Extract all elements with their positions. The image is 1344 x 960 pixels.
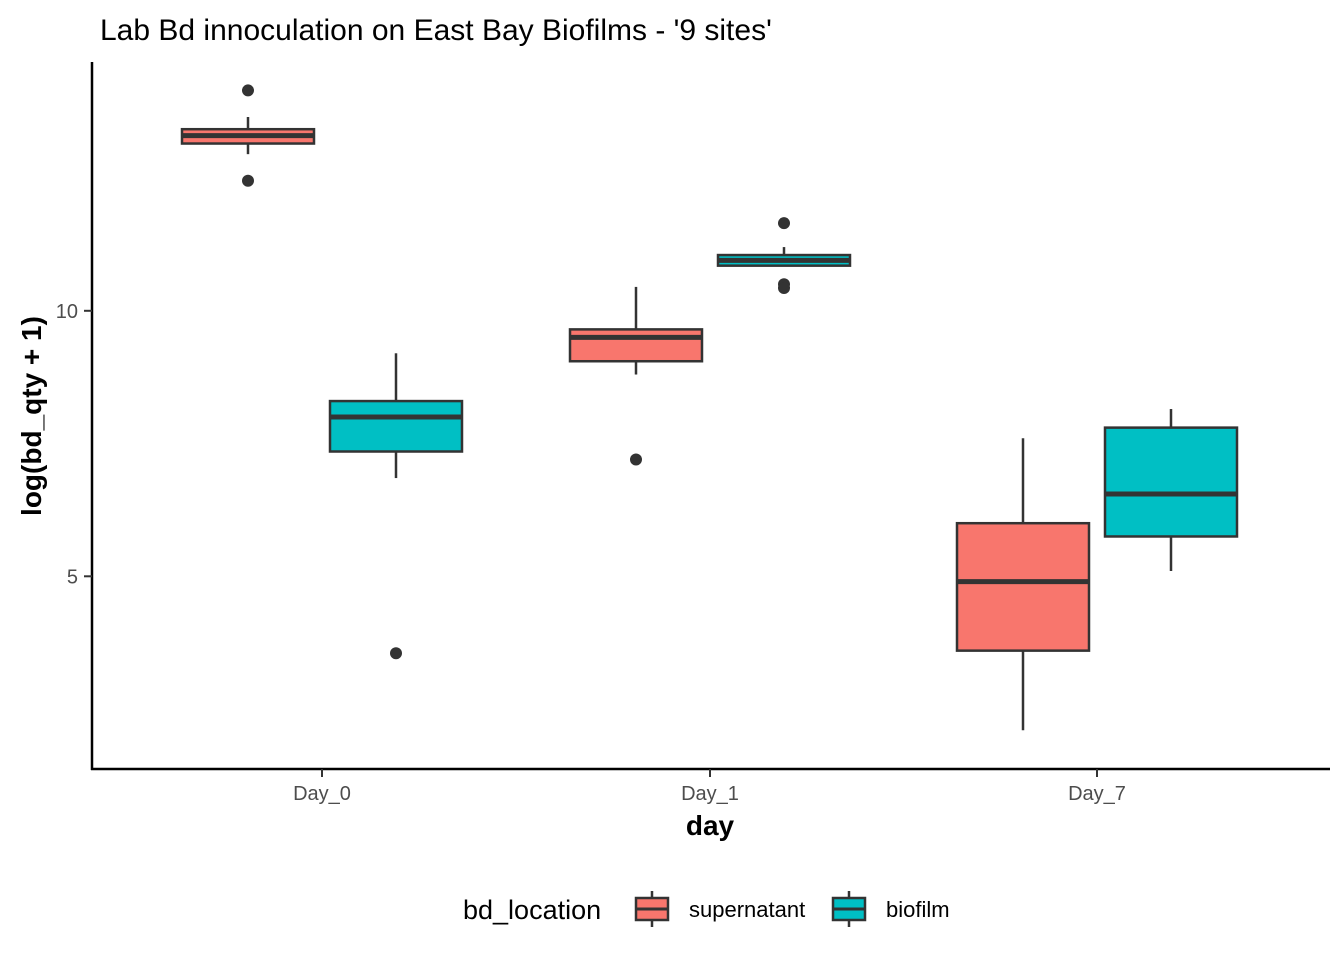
x-axis-title: day [686,810,735,841]
plot-area [180,84,1239,731]
legend: bd_location supernatant biofilm [463,891,950,927]
legend-label-biofilm: biofilm [886,897,950,922]
x-tick-label: Day_7 [1068,783,1126,805]
box-biofilm-Day_0 [328,353,464,660]
chart-title: Lab Bd innoculation on East Bay Biofilms… [100,14,772,47]
x-tick-label: Day_0 [293,783,351,805]
box-body [568,328,704,363]
outlier-point [390,647,402,660]
box-body [955,521,1091,652]
legend-item-biofilm: biofilm [831,891,950,927]
legend-items: supernatant biofilm [634,891,950,927]
outlier-point [778,281,790,294]
y-tick-label: 5 [67,566,78,588]
outlier-point [630,453,642,466]
legend-key-supernatant [634,891,670,927]
y-axis-title: log(bd_qty + 1) [16,316,47,516]
x-tick-label: Day_1 [681,783,739,805]
box-supernatant-Day_0 [180,84,316,187]
box-biofilm-Day_1 [716,217,852,294]
box-supernatant-Day_1 [568,286,704,466]
outlier-point [242,174,254,187]
box-biofilm-Day_7 [1103,409,1239,571]
box-body [1103,426,1239,538]
legend-key-biofilm [831,891,867,927]
legend-title: bd_location [463,895,601,925]
outlier-point [778,217,790,230]
y-tick-label: 10 [56,301,78,323]
legend-label-supernatant: supernatant [689,897,805,922]
outlier-point [242,84,254,97]
legend-item-supernatant: supernatant [634,891,805,927]
y-axis-ticks: 5 10 [56,301,92,588]
x-axis-ticks: Day_0 Day_1 Day_7 [293,769,1126,805]
box-supernatant-Day_7 [955,438,1091,731]
box-body [328,399,464,453]
